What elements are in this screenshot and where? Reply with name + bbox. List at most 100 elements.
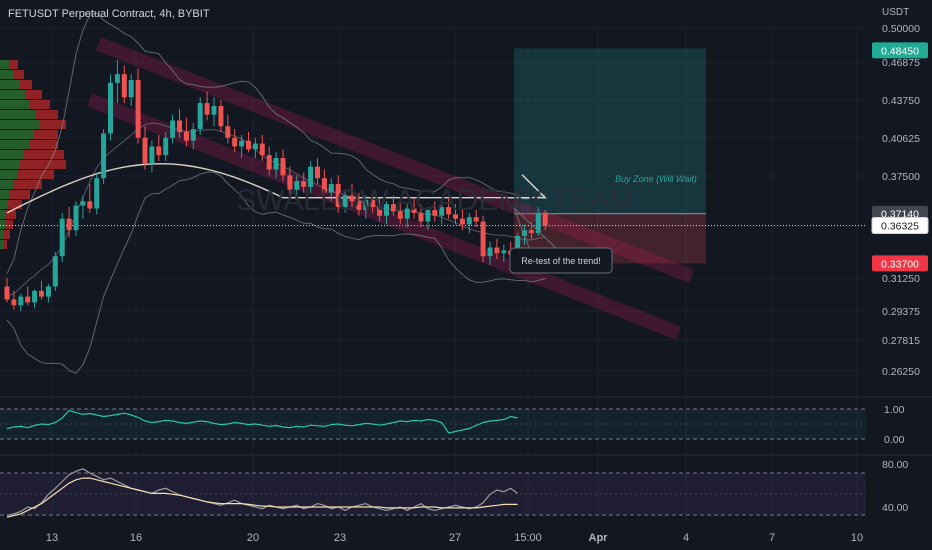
time-label: 15:00 bbox=[514, 532, 542, 544]
candle-body bbox=[39, 290, 44, 297]
buy-zone-label: Buy Zone (Will Wait) bbox=[615, 174, 697, 184]
volume-bar-up bbox=[0, 110, 36, 119]
candle-body bbox=[18, 296, 24, 306]
volume-bar-up bbox=[0, 220, 5, 229]
price-tick-label: 0.29375 bbox=[882, 306, 920, 318]
candle-body bbox=[177, 120, 182, 132]
candle-body bbox=[218, 105, 224, 127]
volume-bar-up bbox=[0, 80, 20, 89]
chart-title: FETUSDT Perpetual Contract, 4h, BYBIT bbox=[8, 8, 210, 20]
candle-body bbox=[294, 181, 300, 190]
candle-body bbox=[170, 120, 176, 138]
candle-body bbox=[308, 166, 314, 187]
rsi-tick-label: 1.00 bbox=[884, 404, 905, 416]
candle-body bbox=[87, 201, 93, 209]
stoch-tick-label: 80.00 bbox=[882, 459, 908, 471]
price-tick-label: 0.46875 bbox=[882, 57, 920, 69]
candle-body bbox=[259, 143, 265, 156]
rsi-pane: 1.00 0.00 bbox=[0, 404, 905, 446]
candle-body bbox=[149, 146, 155, 164]
stoch-pane: 80.00 40.00 bbox=[0, 459, 908, 518]
candle-body bbox=[32, 290, 38, 303]
price-tick-label: 0.43750 bbox=[882, 95, 920, 107]
candle-body bbox=[390, 204, 396, 212]
candle-body bbox=[335, 183, 341, 208]
candle-body bbox=[114, 74, 120, 83]
candle-body bbox=[528, 230, 534, 234]
candle-body bbox=[453, 214, 458, 219]
stoch-d-line bbox=[6, 477, 518, 518]
candle-body bbox=[121, 74, 127, 98]
time-label: 23 bbox=[334, 532, 346, 544]
candle-body bbox=[377, 207, 383, 216]
candle-body bbox=[52, 256, 58, 287]
candle-body bbox=[287, 175, 293, 190]
candle-body bbox=[135, 79, 141, 138]
candle-body bbox=[11, 299, 17, 306]
candle-body bbox=[246, 140, 251, 150]
volume-bar-up bbox=[0, 60, 10, 69]
time-label: 20 bbox=[247, 532, 259, 544]
price-tag-label: 0.48450 bbox=[881, 45, 919, 57]
candle-body bbox=[515, 235, 521, 255]
candle-body bbox=[73, 205, 79, 231]
volume-bar-down bbox=[10, 190, 30, 199]
volume-bar-up bbox=[0, 200, 8, 209]
retest-callout-text: Re-test of the trend! bbox=[521, 256, 601, 266]
time-label: 13 bbox=[46, 532, 58, 544]
volume-bar-up bbox=[0, 150, 24, 159]
price-tag-red bbox=[872, 255, 928, 272]
time-axis[interactable]: 13 16 20 23 27 15:00 Apr 4 7 10 bbox=[46, 532, 863, 544]
candle-body bbox=[142, 137, 148, 164]
volume-bar-down bbox=[36, 110, 58, 119]
volume-bar-up bbox=[0, 240, 3, 249]
volume-bar-up bbox=[0, 210, 6, 219]
candle-body bbox=[342, 195, 348, 208]
candle-body bbox=[45, 286, 51, 297]
volume-bar-down bbox=[34, 130, 58, 139]
candle-body bbox=[239, 140, 245, 147]
candle-body bbox=[349, 195, 355, 202]
volume-bar-up bbox=[0, 100, 30, 109]
candle-body bbox=[211, 105, 217, 115]
candle-body bbox=[473, 217, 479, 222]
volume-bar-down bbox=[14, 180, 42, 189]
volume-bar-down bbox=[10, 60, 18, 69]
candle-body bbox=[101, 133, 107, 179]
price-tag-label: 0.36325 bbox=[881, 220, 919, 232]
candle-body bbox=[273, 157, 279, 170]
candle-body bbox=[301, 181, 307, 187]
candle-body bbox=[156, 146, 162, 156]
volume-bar-up bbox=[0, 190, 10, 199]
volume-bar-down bbox=[24, 150, 64, 159]
target-zone bbox=[514, 48, 706, 214]
candle-body bbox=[280, 157, 286, 176]
volume-bar-down bbox=[14, 70, 24, 79]
volume-bar-down bbox=[30, 140, 58, 149]
candle-body bbox=[315, 166, 320, 179]
candle-body bbox=[501, 250, 507, 254]
bollinger-lower bbox=[6, 171, 546, 375]
rsi-line bbox=[6, 409, 518, 434]
price-tick-label: 0.31250 bbox=[882, 273, 920, 285]
volume-bar-down bbox=[5, 220, 13, 229]
candle-body bbox=[542, 212, 548, 226]
candle-body bbox=[397, 211, 403, 219]
candle-body bbox=[80, 201, 86, 206]
candle-body bbox=[487, 247, 493, 257]
moving-average bbox=[6, 163, 547, 214]
time-label: 4 bbox=[683, 532, 689, 544]
candle-body bbox=[328, 183, 334, 193]
price-tick-label: 0.37500 bbox=[882, 171, 920, 183]
candle-body bbox=[190, 129, 196, 141]
price-tick-label: 0.26250 bbox=[882, 366, 920, 378]
retest-callout-box[interactable] bbox=[509, 247, 613, 274]
candle-body bbox=[204, 103, 210, 115]
volume-profile bbox=[0, 60, 66, 249]
candle-body bbox=[425, 209, 431, 222]
price-axis[interactable]: 0.500000.468750.437500.406250.375000.343… bbox=[882, 23, 920, 378]
channel-lower-band bbox=[86, 93, 682, 340]
